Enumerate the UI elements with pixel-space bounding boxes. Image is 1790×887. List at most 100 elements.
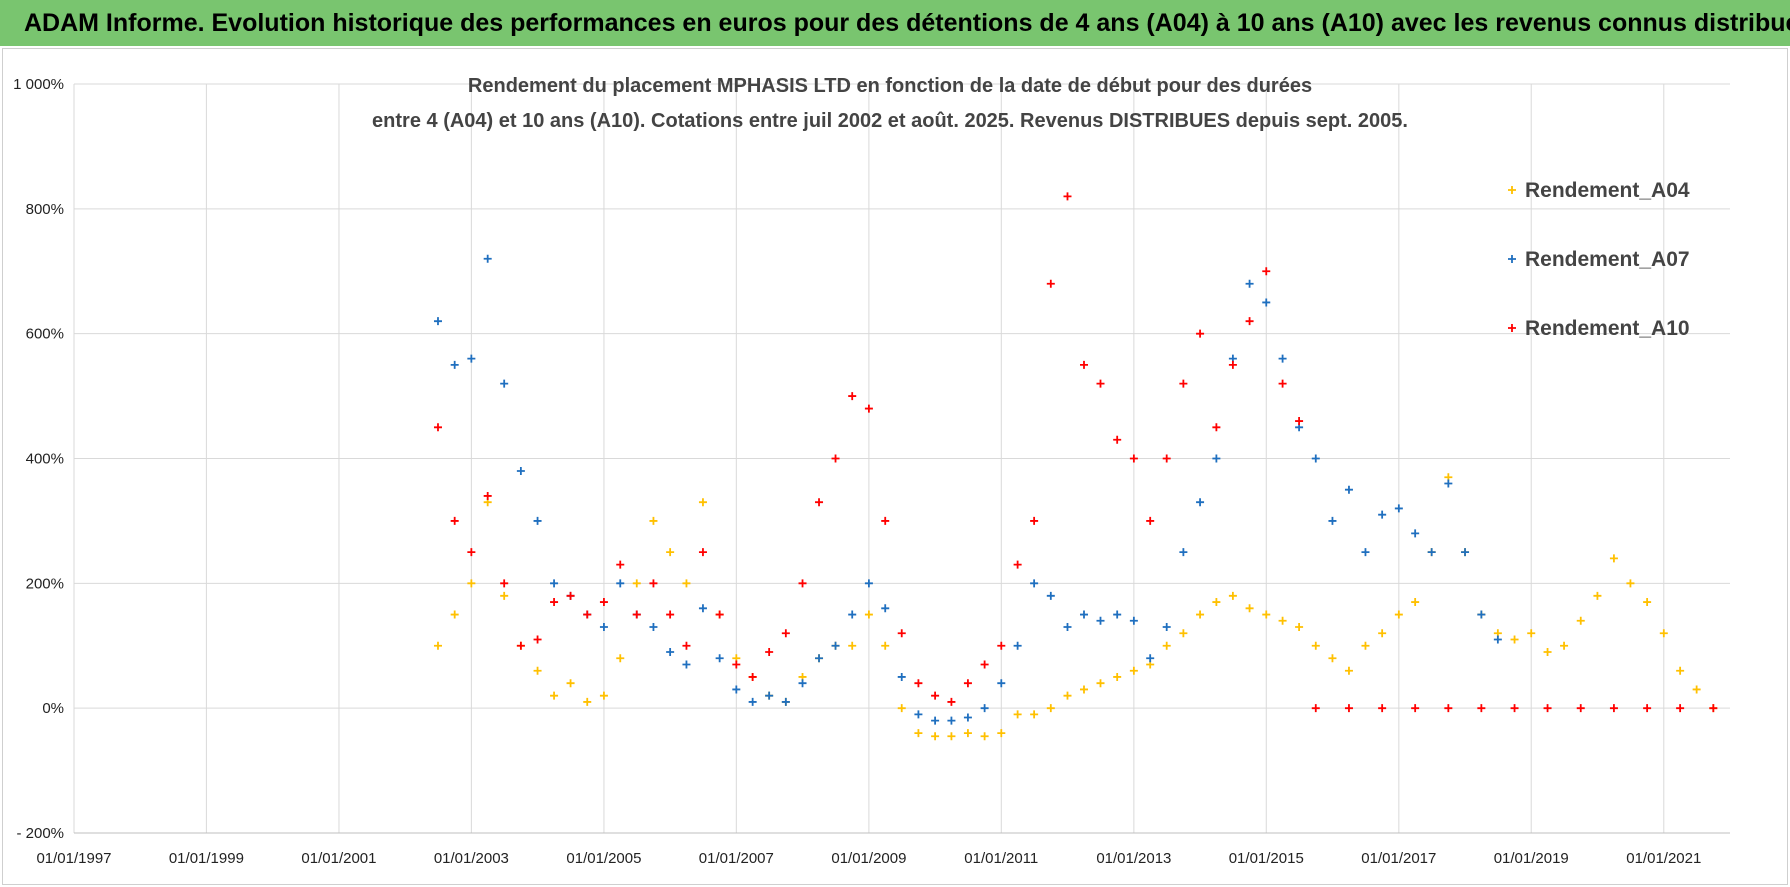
legend: Rendement_A04 Rendement_A07 Rendement_A10 xyxy=(1508,179,1690,340)
data-point xyxy=(698,548,707,557)
data-point xyxy=(533,635,542,644)
data-point xyxy=(1676,704,1685,713)
data-point xyxy=(1013,641,1022,650)
data-point xyxy=(666,548,675,557)
x-tick-label: 01/01/1997 xyxy=(36,850,111,867)
data-point xyxy=(1162,623,1171,632)
data-point xyxy=(1013,560,1022,569)
data-point xyxy=(533,516,542,525)
data-point xyxy=(1493,635,1502,644)
data-point xyxy=(815,654,824,663)
data-point xyxy=(1146,654,1155,663)
data-point xyxy=(1179,379,1188,388)
data-point xyxy=(599,598,608,607)
data-point xyxy=(550,579,559,588)
y-tick-label: 800% xyxy=(26,201,64,218)
data-point xyxy=(1411,704,1420,713)
data-point xyxy=(483,254,492,263)
data-point xyxy=(1146,516,1155,525)
data-point xyxy=(1576,704,1585,713)
data-point xyxy=(1063,691,1072,700)
y-tick-label: 0% xyxy=(42,700,64,717)
data-points xyxy=(433,192,1718,741)
data-point xyxy=(798,579,807,588)
data-point xyxy=(1278,354,1287,363)
data-point xyxy=(1378,629,1387,638)
data-point xyxy=(931,732,940,741)
data-point xyxy=(947,732,956,741)
data-point xyxy=(1427,548,1436,557)
data-point xyxy=(947,716,956,725)
data-point xyxy=(1378,704,1387,713)
data-point xyxy=(1278,616,1287,625)
x-tick-label: 01/01/2003 xyxy=(434,850,509,867)
data-point xyxy=(1311,704,1320,713)
data-point xyxy=(1609,554,1618,563)
data-point xyxy=(1013,710,1022,719)
data-point xyxy=(450,360,459,369)
data-point xyxy=(1692,685,1701,694)
data-point xyxy=(1196,498,1205,507)
data-point xyxy=(632,579,641,588)
data-point xyxy=(715,654,724,663)
data-point xyxy=(881,516,890,525)
y-tick-label: - 200% xyxy=(16,825,64,842)
data-point xyxy=(1245,317,1254,326)
data-point xyxy=(450,516,459,525)
x-tick-label: 01/01/2009 xyxy=(831,850,906,867)
data-point xyxy=(1113,672,1122,681)
data-point xyxy=(1179,629,1188,638)
data-point xyxy=(997,679,1006,688)
data-point xyxy=(931,691,940,700)
data-point xyxy=(1129,616,1138,625)
data-point xyxy=(1030,516,1039,525)
data-point xyxy=(864,404,873,413)
data-point xyxy=(1212,423,1221,432)
data-point xyxy=(1543,704,1552,713)
data-point xyxy=(682,660,691,669)
data-point xyxy=(715,610,724,619)
data-point xyxy=(1079,685,1088,694)
data-point xyxy=(1626,579,1635,588)
data-point xyxy=(433,423,442,432)
data-point xyxy=(864,579,873,588)
data-point xyxy=(682,641,691,650)
data-point xyxy=(1510,704,1519,713)
data-point xyxy=(1262,298,1271,307)
data-point xyxy=(1096,679,1105,688)
data-point xyxy=(1196,610,1205,619)
data-point xyxy=(997,641,1006,650)
x-tick-label: 01/01/2013 xyxy=(1096,850,1171,867)
data-point xyxy=(632,610,641,619)
data-point xyxy=(1228,591,1237,600)
chart-title-line-2: entre 4 (A04) et 10 ans (A10). Cotations… xyxy=(372,110,1408,132)
data-point xyxy=(798,679,807,688)
data-point xyxy=(550,691,559,700)
x-tick-label: 01/01/2015 xyxy=(1229,850,1304,867)
data-point xyxy=(881,604,890,613)
data-point xyxy=(1510,635,1519,644)
data-point xyxy=(848,641,857,650)
legend-label: Rendement_A07 xyxy=(1525,248,1690,271)
chart-frame xyxy=(2,48,1788,885)
data-point xyxy=(848,392,857,401)
data-point xyxy=(1063,623,1072,632)
x-tick-label: 01/01/2021 xyxy=(1626,850,1701,867)
series-Rendement_A07 xyxy=(433,254,1502,725)
data-point xyxy=(516,641,525,650)
x-tick-label: 01/01/1999 xyxy=(169,850,244,867)
y-tick-label: 600% xyxy=(26,326,64,343)
data-point xyxy=(450,610,459,619)
data-point xyxy=(1643,704,1652,713)
data-point xyxy=(1046,704,1055,713)
data-point xyxy=(1311,641,1320,650)
data-point xyxy=(1676,666,1685,675)
data-point xyxy=(583,697,592,706)
data-point xyxy=(947,697,956,706)
report-banner: ADAM Informe. Evolution historique des p… xyxy=(0,0,1790,46)
data-point xyxy=(1394,610,1403,619)
data-point xyxy=(848,610,857,619)
data-point xyxy=(1643,598,1652,607)
data-point xyxy=(1344,666,1353,675)
